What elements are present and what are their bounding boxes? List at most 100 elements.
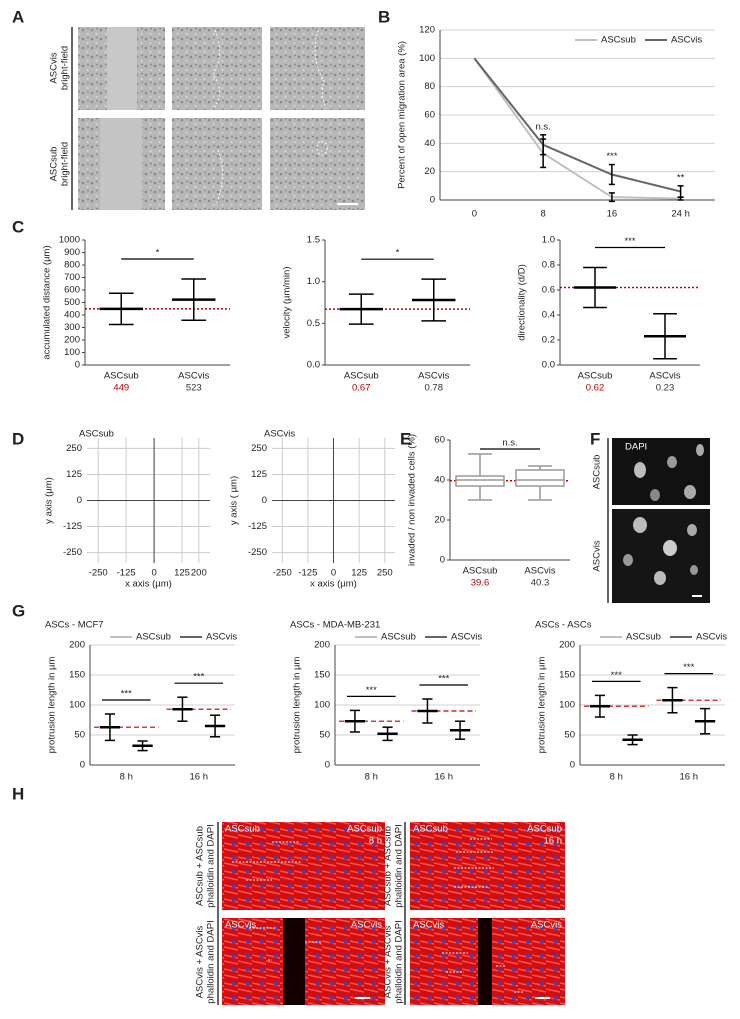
row-label: ASCvis xyxy=(592,540,603,571)
x-tick-label: 0 xyxy=(472,209,477,220)
legend-label: ASCsub xyxy=(601,35,636,46)
y-tick-label: -250 xyxy=(63,547,82,558)
x-tick-label: ASCsub xyxy=(578,371,613,382)
y-tick-label: 0 xyxy=(440,555,445,566)
x-tick-label: ASCvis xyxy=(418,371,449,382)
chart-title: ASCs - MCF7 xyxy=(45,620,104,631)
legend-label: ASCsub xyxy=(626,632,661,643)
y-tick-label: 500 xyxy=(64,297,80,308)
image-label: DAPI xyxy=(625,442,647,453)
y-axis-label: Percent of open migration area (%) xyxy=(397,41,408,189)
value-label: 449 xyxy=(113,383,129,394)
legend-label: ASCvis xyxy=(206,632,237,643)
y-tick-label: 100 xyxy=(314,700,330,711)
y-tick-label: -250 xyxy=(248,547,267,558)
significance-label: *** xyxy=(193,672,204,683)
y-tick-label: 0 xyxy=(80,760,85,771)
chart-title: ASCs - ASCs xyxy=(535,620,592,631)
significance-label: * xyxy=(396,248,400,259)
x-tick-label: 125 xyxy=(351,568,367,579)
x-tick-label: 16 h xyxy=(190,772,209,783)
y-axis-label: protrusion length in µm xyxy=(47,657,58,754)
row-label: ASCsub + ASCsub xyxy=(383,826,394,906)
row-label: ASCvis + ASCvis xyxy=(383,925,394,998)
y-tick-label: 250 xyxy=(66,443,82,454)
y-tick-label: 60 xyxy=(434,435,445,446)
x-tick-label: ASCvis xyxy=(524,566,555,577)
y-tick-label: 0.6 xyxy=(542,285,555,296)
y-tick-label: 900 xyxy=(64,247,80,258)
image-label: ASCvis xyxy=(225,920,256,931)
value-label: 0.62 xyxy=(586,383,605,394)
x-tick-label: -250 xyxy=(273,568,292,579)
value-label: 0.23 xyxy=(656,383,675,394)
row-label: ASCvis + ASCvis xyxy=(195,925,206,998)
y-tick-label: 60 xyxy=(424,110,435,121)
significance-label: *** xyxy=(438,674,449,685)
y-tick-label: 0.8 xyxy=(542,260,555,271)
chart-title: ASCvis xyxy=(264,429,295,440)
y-tick-label: 125 xyxy=(251,469,267,480)
y-tick-label: 1.5 xyxy=(307,235,320,246)
row-label: phalloidin and DAPI xyxy=(394,824,405,907)
y-tick-label: -125 xyxy=(248,521,267,532)
y-tick-label: 0.0 xyxy=(542,360,555,371)
y-tick-label: 20 xyxy=(434,515,445,526)
x-tick-label: ASCsub xyxy=(344,371,379,382)
x-axis-label: x axis (µm) xyxy=(310,579,357,590)
y-tick-label: 100 xyxy=(69,700,85,711)
row-label: phalloidin and DAPI xyxy=(394,920,405,1003)
y-tick-label: 200 xyxy=(64,335,80,346)
legend-label: ASCvis xyxy=(671,35,702,46)
y-tick-label: 800 xyxy=(64,260,80,271)
x-tick-label: 8 h xyxy=(365,772,378,783)
y-tick-label: 0 xyxy=(75,360,80,371)
y-tick-label: 125 xyxy=(66,469,82,480)
panel-a-images xyxy=(71,27,365,210)
annotation: n.s. xyxy=(535,121,550,132)
x-tick-label: 8 xyxy=(540,209,545,220)
y-tick-label: 100 xyxy=(559,700,575,711)
y-tick-label: 300 xyxy=(64,322,80,333)
image-label: ASCvis xyxy=(531,920,562,931)
y-tick-label: 20 xyxy=(424,166,435,177)
significance-label: * xyxy=(156,248,160,259)
image-label: ASCsub xyxy=(347,824,382,835)
row-label: ASCsub + ASCsub xyxy=(195,826,206,906)
significance-label: *** xyxy=(121,689,132,700)
y-tick-label: 100 xyxy=(64,347,80,358)
legend-label: ASCsub xyxy=(381,632,416,643)
x-tick-label: ASCvis xyxy=(649,371,680,382)
chart-title: ASCs - MDA-MB-231 xyxy=(290,620,380,631)
legend-label: ASCvis xyxy=(451,632,482,643)
significance-label: *** xyxy=(366,685,377,696)
panel-letter: C xyxy=(12,217,24,236)
y-tick-label: 50 xyxy=(564,730,575,741)
legend-label: ASCsub xyxy=(136,632,171,643)
panel-letter: H xyxy=(12,784,24,803)
y-tick-label: 0.4 xyxy=(542,310,555,321)
y-tick-label: 0 xyxy=(430,195,435,206)
y-tick-label: -125 xyxy=(63,521,82,532)
x-tick-label: 8 h xyxy=(610,772,623,783)
x-tick-label: 250 xyxy=(377,568,393,579)
y-tick-label: 250 xyxy=(251,443,267,454)
y-tick-label: 700 xyxy=(64,272,80,283)
y-tick-label: 1.0 xyxy=(307,276,320,287)
row-label: ASCsub xyxy=(592,455,603,490)
y-tick-label: 50 xyxy=(74,730,85,741)
y-tick-label: 40 xyxy=(424,138,435,149)
x-tick-label: -250 xyxy=(89,568,108,579)
x-tick-label: 125 xyxy=(174,568,190,579)
y-tick-label: 150 xyxy=(69,670,85,681)
annotation: ** xyxy=(677,172,685,183)
image-label: 8 h xyxy=(369,836,382,847)
y-tick-label: 0 xyxy=(77,495,82,506)
annotation: *** xyxy=(606,151,617,162)
y-tick-label: 150 xyxy=(314,670,330,681)
y-axis-label: accumulated distance (µm) xyxy=(42,245,53,359)
row-label: ASCvis xyxy=(49,52,60,83)
panel-letter: G xyxy=(12,601,25,620)
value-label: 0.67 xyxy=(352,383,371,394)
